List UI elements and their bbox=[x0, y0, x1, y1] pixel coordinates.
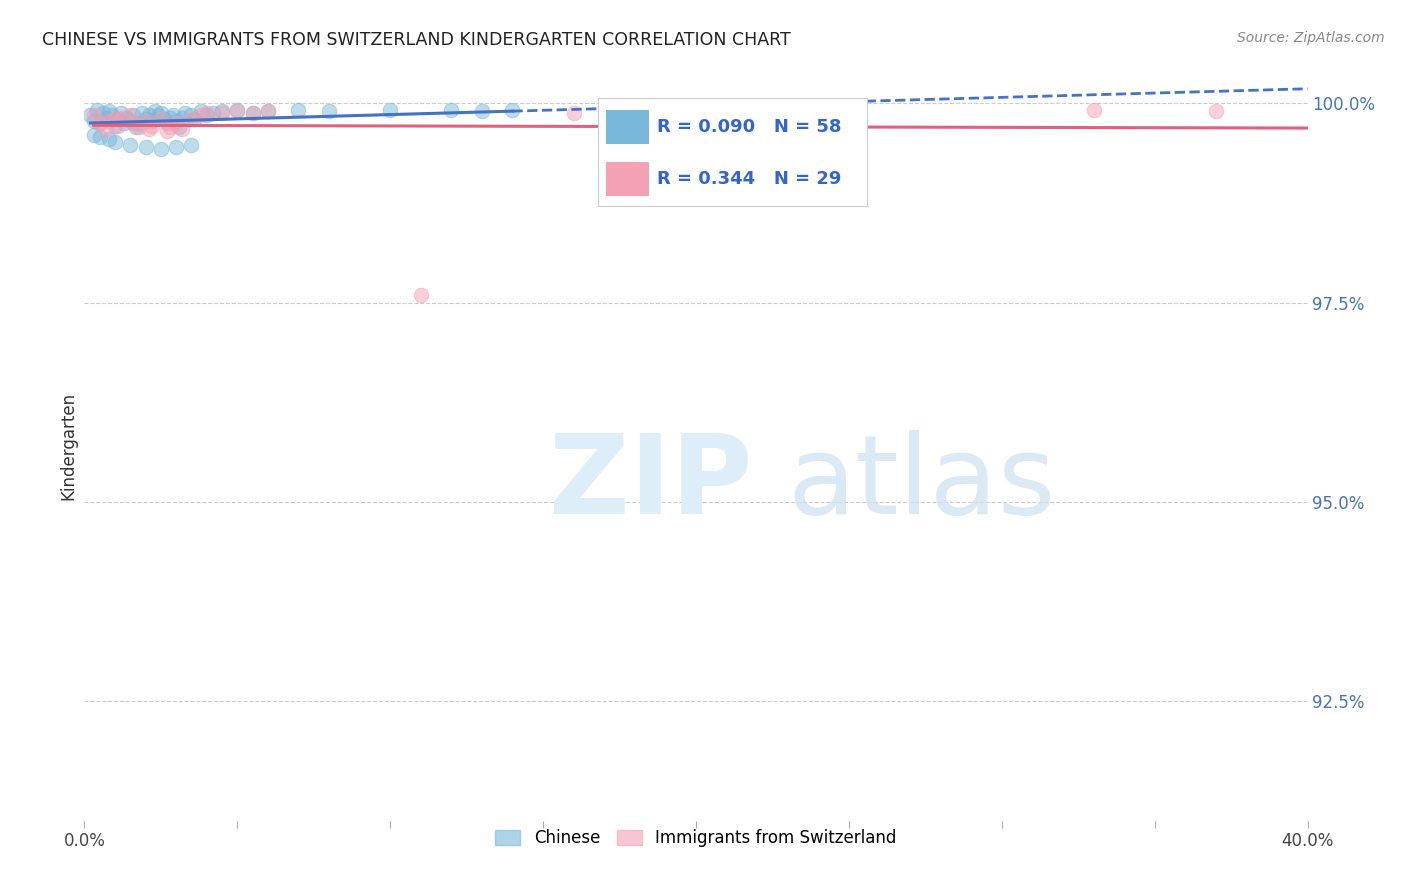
Point bbox=[156, 116, 179, 130]
Point bbox=[104, 135, 127, 149]
Point bbox=[94, 121, 117, 136]
Point bbox=[97, 132, 120, 146]
Point bbox=[167, 120, 190, 135]
Point bbox=[318, 104, 340, 119]
Point bbox=[190, 104, 212, 119]
Point bbox=[257, 104, 280, 119]
Point bbox=[226, 103, 249, 117]
Point bbox=[128, 116, 150, 130]
Point bbox=[159, 111, 181, 125]
Point bbox=[110, 111, 132, 125]
Point bbox=[226, 104, 249, 119]
Point bbox=[257, 104, 280, 119]
Point bbox=[380, 103, 402, 117]
Text: ZIP: ZIP bbox=[550, 430, 752, 537]
Point bbox=[162, 108, 184, 122]
Point bbox=[149, 112, 172, 127]
Point bbox=[1205, 104, 1227, 119]
Point bbox=[174, 105, 197, 120]
Text: Source: ZipAtlas.com: Source: ZipAtlas.com bbox=[1237, 31, 1385, 45]
Point bbox=[101, 108, 124, 122]
Point bbox=[180, 108, 202, 122]
Point bbox=[201, 105, 224, 120]
Y-axis label: Kindergarten: Kindergarten bbox=[59, 392, 77, 500]
Point bbox=[562, 105, 585, 120]
Point bbox=[120, 113, 142, 128]
Point bbox=[91, 105, 114, 120]
Point bbox=[211, 105, 233, 120]
Point bbox=[94, 111, 117, 125]
Point bbox=[110, 105, 132, 120]
Point bbox=[190, 108, 212, 122]
Point bbox=[120, 137, 142, 152]
Point bbox=[141, 119, 163, 133]
Point bbox=[83, 113, 105, 128]
Point bbox=[120, 108, 142, 122]
Point bbox=[1083, 103, 1105, 117]
Point bbox=[409, 287, 432, 301]
Point bbox=[165, 116, 187, 130]
Point bbox=[471, 104, 494, 119]
Text: CHINESE VS IMMIGRANTS FROM SWITZERLAND KINDERGARTEN CORRELATION CHART: CHINESE VS IMMIGRANTS FROM SWITZERLAND K… bbox=[42, 31, 792, 49]
Point bbox=[125, 120, 148, 135]
Point bbox=[122, 116, 145, 130]
Point bbox=[195, 105, 218, 120]
Point bbox=[242, 105, 264, 120]
Point bbox=[149, 105, 172, 120]
Point bbox=[141, 113, 163, 128]
Point bbox=[128, 120, 150, 135]
Point bbox=[242, 105, 264, 120]
Point bbox=[153, 112, 176, 127]
Text: atlas: atlas bbox=[787, 430, 1056, 537]
Point bbox=[104, 112, 127, 127]
Point bbox=[159, 120, 181, 135]
Point bbox=[195, 108, 218, 122]
Point bbox=[83, 108, 105, 122]
Point bbox=[115, 111, 138, 125]
Point bbox=[83, 128, 105, 142]
Point bbox=[838, 103, 860, 117]
Point bbox=[131, 105, 153, 120]
Point bbox=[122, 108, 145, 122]
Point bbox=[89, 129, 111, 144]
Point bbox=[138, 121, 160, 136]
Point bbox=[180, 112, 202, 127]
Point bbox=[104, 119, 127, 133]
Point bbox=[180, 137, 202, 152]
Point bbox=[135, 140, 157, 154]
Legend: Chinese, Immigrants from Switzerland: Chinese, Immigrants from Switzerland bbox=[489, 822, 903, 854]
Point bbox=[79, 108, 101, 122]
Point bbox=[89, 116, 111, 130]
Point bbox=[172, 111, 194, 125]
Point bbox=[86, 103, 108, 117]
Point bbox=[146, 108, 169, 122]
Point bbox=[135, 113, 157, 128]
Point bbox=[97, 104, 120, 119]
Point bbox=[89, 116, 111, 130]
Point bbox=[183, 112, 205, 127]
Point bbox=[165, 113, 187, 128]
Point bbox=[138, 108, 160, 122]
Point bbox=[502, 103, 524, 117]
Point bbox=[135, 112, 157, 127]
Point bbox=[107, 119, 129, 133]
Point bbox=[654, 104, 676, 119]
Point bbox=[211, 104, 233, 119]
Point bbox=[165, 140, 187, 154]
Point bbox=[107, 112, 129, 127]
Point bbox=[156, 124, 179, 138]
Point bbox=[440, 103, 463, 117]
Point bbox=[287, 103, 309, 117]
Point bbox=[143, 104, 166, 119]
Point bbox=[112, 116, 135, 130]
Point bbox=[172, 121, 194, 136]
Point bbox=[97, 113, 120, 128]
Point bbox=[149, 143, 172, 157]
